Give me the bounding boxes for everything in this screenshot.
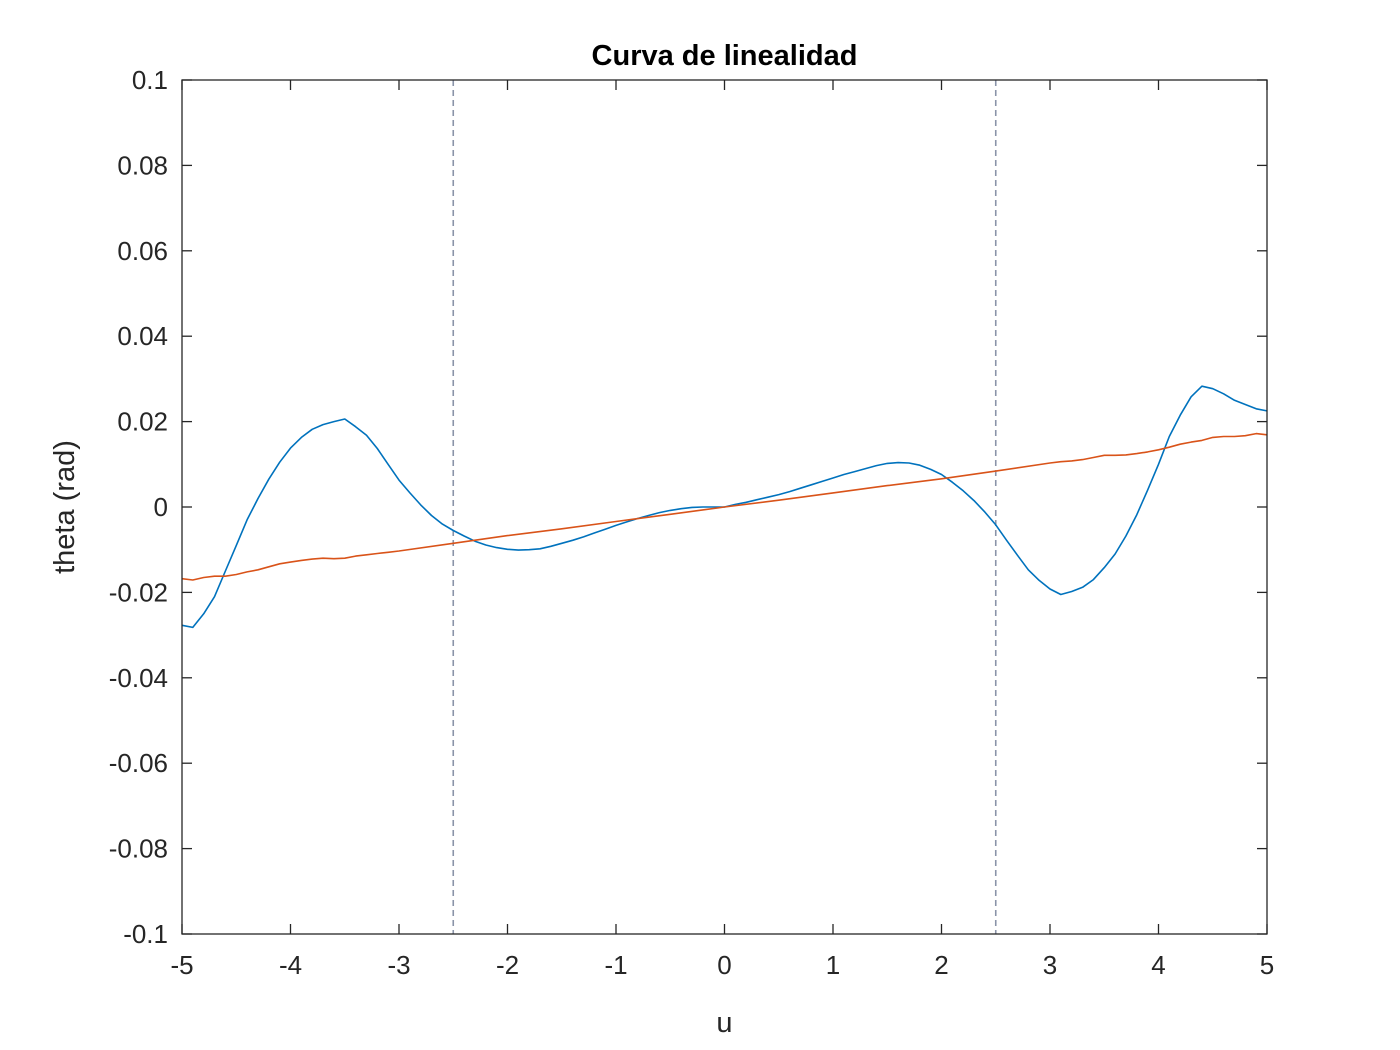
reference-lines: [452, 80, 997, 934]
x-tick-label: 5: [1260, 950, 1274, 980]
y-tick-label: -0.1: [123, 919, 168, 949]
x-tick-label: -2: [496, 950, 519, 980]
y-tick-label: -0.06: [109, 748, 168, 778]
y-tick-label: 0: [154, 492, 168, 522]
y-tick-label: -0.04: [109, 663, 168, 693]
x-tick-label: -1: [604, 950, 627, 980]
y-tick-label: 0.04: [117, 321, 168, 351]
x-tick-label: 2: [934, 950, 948, 980]
x-tick-label: -5: [170, 950, 193, 980]
ticks-layer: -5 -4 -3 -2 -1 0 1 2 3 4 5 -0.1 -0.08 -0.06 -0.04 -0.02…: [109, 65, 1275, 980]
y-tick-label: 0.08: [117, 150, 168, 180]
x-tick-label: 3: [1043, 950, 1057, 980]
series-line-1: [181, 432, 1268, 581]
x-tick-label: 4: [1151, 950, 1165, 980]
x-tick-label: 1: [826, 950, 840, 980]
y-tick-label: 0.1: [132, 65, 168, 95]
x-tick-label: -3: [387, 950, 410, 980]
y-tick-label: 0.06: [117, 236, 168, 266]
y-axis-label: theta (rad): [49, 440, 81, 574]
x-axis-label: u: [716, 1007, 732, 1039]
series-layer: [181, 385, 1268, 629]
x-tick-label: -4: [279, 950, 302, 980]
x-tick-label: 0: [717, 950, 731, 980]
y-tick-label: -0.08: [109, 834, 168, 864]
y-tick-label: -0.02: [109, 577, 168, 607]
y-tick-label: 0.02: [117, 407, 168, 437]
chart-title: Curva de linealidad: [592, 40, 858, 72]
